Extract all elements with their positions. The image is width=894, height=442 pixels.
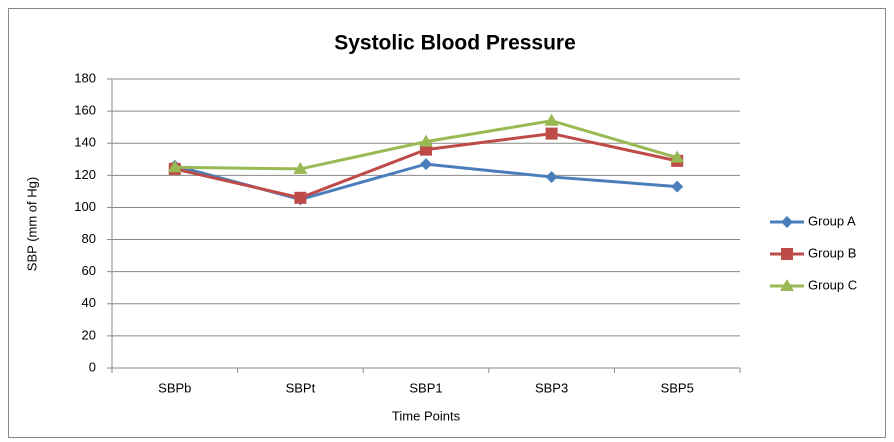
y-axis-label: SBP (mm of Hg): [24, 177, 39, 271]
data-point: [420, 158, 432, 171]
data-point: [419, 134, 433, 147]
data-point: [544, 113, 559, 126]
legend-marker: [781, 216, 793, 228]
x-axis-label: Time Points: [392, 408, 461, 423]
data-point: [671, 180, 684, 193]
legend-label: Group B: [808, 245, 856, 260]
data-point: [420, 143, 432, 156]
y-tick-label: 180: [74, 70, 96, 85]
chart-frame: [8, 8, 886, 438]
y-tick-label: 80: [82, 231, 96, 246]
data-point: [670, 150, 685, 163]
data-point: [545, 170, 558, 183]
y-tick-label: 40: [82, 295, 96, 310]
data-point: [545, 127, 558, 140]
chart-title: Systolic Blood Pressure: [334, 32, 576, 55]
legend-marker: [780, 279, 794, 291]
x-tick-label: SBP1: [409, 380, 442, 395]
data-point: [167, 160, 182, 173]
x-tick-label: SBPb: [158, 380, 191, 395]
y-tick-label: 100: [74, 199, 96, 214]
legend-marker: [781, 248, 793, 260]
x-tick-label: SBPt: [286, 380, 316, 395]
y-tick-label: 160: [74, 103, 96, 118]
y-tick-label: 0: [89, 359, 96, 374]
data-point: [294, 191, 307, 204]
y-tick-label: 120: [74, 167, 96, 182]
x-tick-label: SBP5: [661, 380, 694, 395]
data-point: [293, 161, 308, 174]
legend-label: Group A: [808, 213, 856, 228]
y-tick-label: 60: [82, 263, 96, 278]
x-tick-label: SBP3: [535, 380, 568, 395]
legend-label: Group C: [808, 277, 857, 292]
y-tick-label: 140: [74, 135, 96, 150]
y-tick-label: 20: [82, 327, 96, 342]
